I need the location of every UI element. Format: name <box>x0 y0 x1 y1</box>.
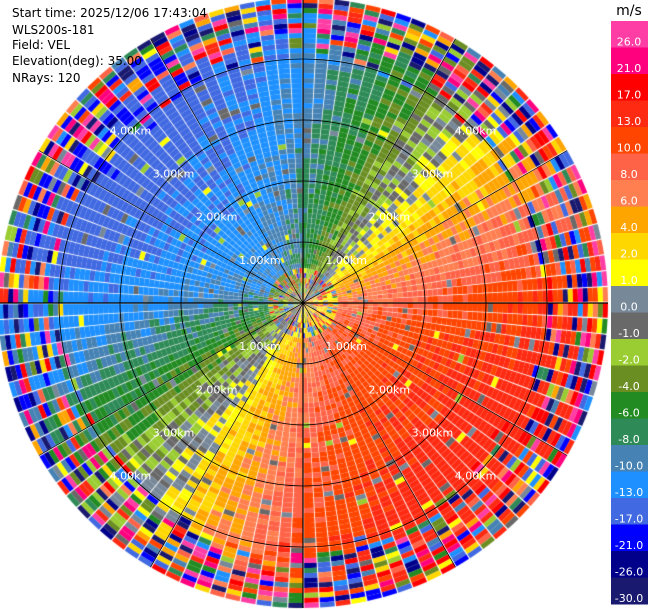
colorbar-tick-label: -1.0 <box>618 327 639 340</box>
colorbar-swatch <box>611 312 648 340</box>
colorbar-tick-label: 4.0 <box>620 221 638 234</box>
colorbar-tick-label: -10.0 <box>615 460 643 473</box>
colorbar-swatch <box>611 471 648 499</box>
colorbar-swatch <box>611 206 648 234</box>
range-ring-label: 3.00km <box>412 426 454 439</box>
range-ring-label: 4.00km <box>110 470 152 483</box>
nrays-label: NRays: 120 <box>12 71 81 85</box>
colorbar-tick-label: -4.0 <box>618 380 639 393</box>
colorbar-tick-label: -26.0 <box>615 566 643 579</box>
range-ring-label: 4.00km <box>455 470 497 483</box>
colorbar-tick-label: 10.0 <box>617 142 642 155</box>
colorbar-tick-label: 17.0 <box>617 89 642 102</box>
ppi-overlay: 1.00km 1.00km 1.00km 1.00km 2.00km 2.00km 2.00… <box>0 0 608 608</box>
colorbar-swatch <box>611 100 648 128</box>
field-label: Field: VEL <box>12 38 71 52</box>
colorbar-swatch <box>611 365 648 393</box>
colorbar-swatch <box>611 445 648 472</box>
azimuth-spoke <box>150 38 304 304</box>
range-ring-label: 1.00km <box>239 254 281 267</box>
colorbar-swatch <box>611 47 648 75</box>
colorbar-swatch <box>611 21 648 48</box>
colorbar-swatch <box>611 259 648 287</box>
colorbar-tick-label: -21.0 <box>615 539 643 552</box>
azimuth-spoke <box>150 302 304 568</box>
range-ring-label: 2.00km <box>196 211 238 224</box>
azimuth-spoke <box>302 38 456 304</box>
range-ring-label: 1.00km <box>325 254 367 267</box>
range-ring-label: 3.00km <box>412 168 454 181</box>
azimuth-spoke <box>38 150 304 304</box>
range-ring-label: 2.00km <box>196 383 238 396</box>
colorbar-tick-label: -6.0 <box>618 407 639 420</box>
range-ring-label: 1.00km <box>239 340 281 353</box>
range-ring-label: 2.00km <box>368 211 410 224</box>
colorbar-tick-label: -17.0 <box>615 513 643 526</box>
instrument-label: WLS200s-181 <box>12 23 95 37</box>
colorbar-tick-label: 26.0 <box>617 36 642 49</box>
start-time-label: Start time: 2025/12/06 17:43:04 <box>12 6 207 20</box>
azimuth-spoke <box>38 302 304 456</box>
range-ring-label: 3.00km <box>153 426 195 439</box>
colorbar-swatch <box>611 286 648 313</box>
colorbar-swatch <box>611 339 648 366</box>
colorbar-tick-label: 2.0 <box>620 248 638 261</box>
colorbar-tick-label: -13.0 <box>615 486 643 499</box>
colorbar-tick-label: 21.0 <box>617 62 642 75</box>
colorbar-swatch <box>611 153 648 181</box>
colorbar-swatch <box>611 577 648 605</box>
range-ring-label: 4.00km <box>110 124 152 137</box>
colorbar-swatch <box>611 551 648 578</box>
colorbar-swatch <box>611 524 648 552</box>
colorbar-tick-label: -8.0 <box>618 433 639 446</box>
colorbar-swatch <box>611 498 648 525</box>
colorbar-swatch <box>611 127 648 154</box>
colorbar-tick-label: 1.0 <box>620 274 638 287</box>
colorbar-swatch <box>611 180 648 207</box>
colorbar-tick-label: 13.0 <box>617 115 642 128</box>
colorbar-unit: m/s <box>616 3 642 19</box>
colorbar-swatch <box>611 74 648 101</box>
elevation-label: Elevation(deg): 35.00 <box>12 54 142 68</box>
colorbar-tick-label: -2.0 <box>618 354 639 367</box>
azimuth-spoke <box>302 302 568 456</box>
colorbar-swatch <box>611 418 648 446</box>
colorbar-tick-label: 8.0 <box>620 168 638 181</box>
range-ring-label: 2.00km <box>368 383 410 396</box>
azimuth-spoke <box>302 150 568 304</box>
range-ring-label: 3.00km <box>153 168 195 181</box>
velocity-colorbar: m/s 26.0 21.0 17.0 13.0 10.0 8.0 6.0 4.0 2.0 1.0 0… <box>611 3 648 605</box>
colorbar-swatch <box>611 392 648 419</box>
colorbar-tick-label: 0.0 <box>620 301 638 314</box>
colorbar-tick-label: -30.0 <box>615 592 643 605</box>
range-ring-label: 4.00km <box>455 124 497 137</box>
azimuth-spoke <box>302 302 456 568</box>
colorbar-swatch <box>611 233 648 260</box>
colorbar-tick-label: 6.0 <box>620 195 638 208</box>
ppi-velocity-plot <box>0 0 610 610</box>
range-ring-label: 1.00km <box>325 340 367 353</box>
